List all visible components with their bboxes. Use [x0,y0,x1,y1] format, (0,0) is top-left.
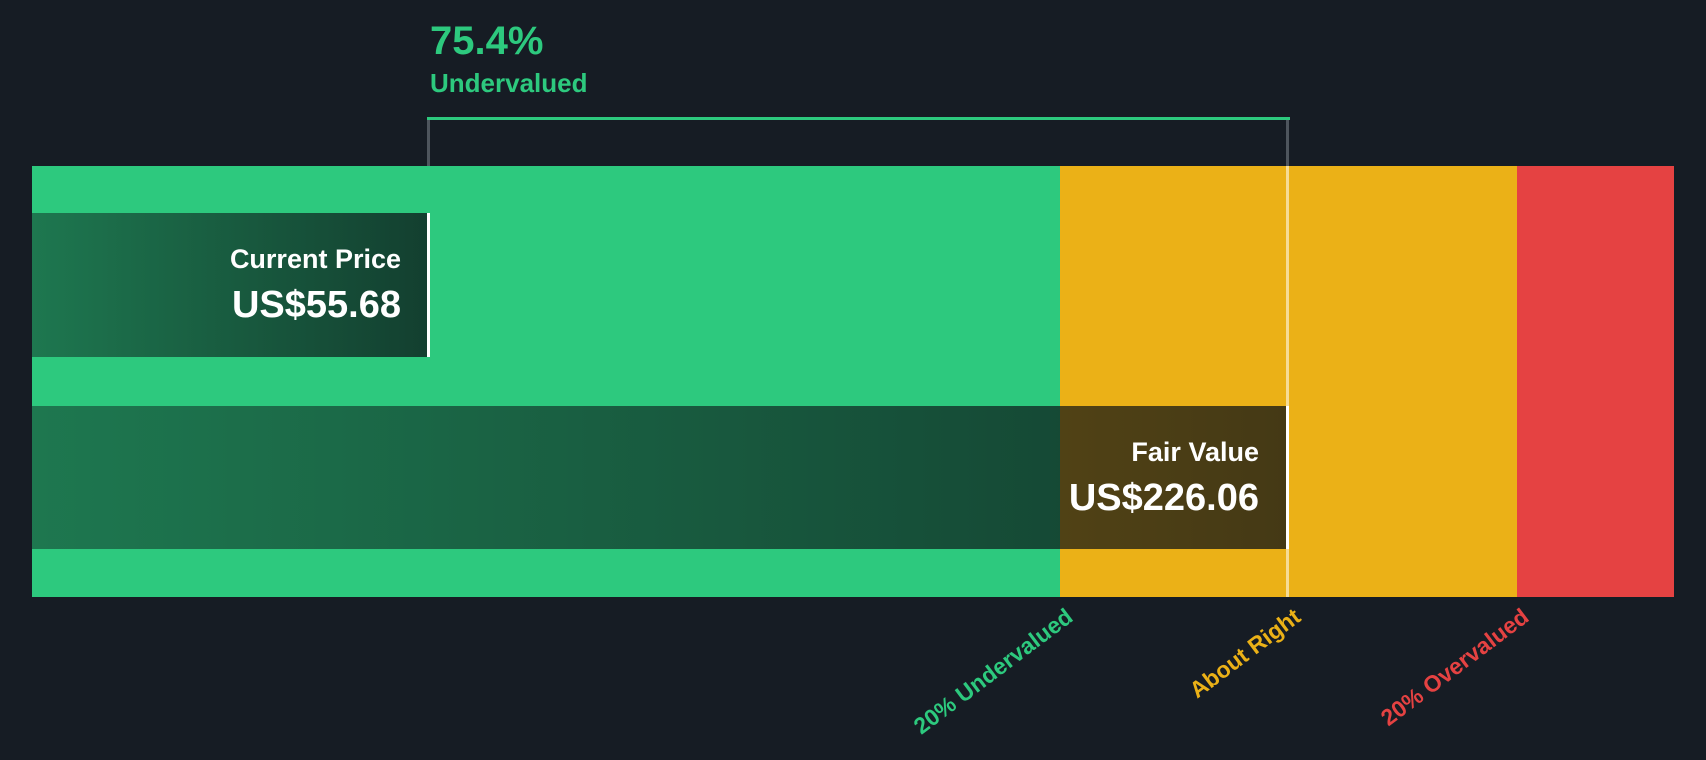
bracket-line [427,117,1290,120]
axis-label-undervalued: 20% Undervalued [908,603,1078,740]
fair-value-guide-upper [1286,166,1289,406]
fair-value-label: Fair Value [1131,436,1259,467]
current-price-label: Current Price [229,244,401,274]
headline-percent: 75.4% [430,19,544,63]
current-price-value: US$55.68 [231,284,401,326]
fair-value-guide-lower [1286,549,1289,597]
headline: 75.4% Undervalued [430,18,588,98]
axis-label-overvalued: 20% Overvalued [1376,603,1534,731]
bracket-left-connector [427,120,430,166]
valuation-strip: Current Price US$55.68 Fair Value US$226… [32,166,1674,597]
fair-value-line [1286,406,1289,549]
headline-label: Undervalued [430,68,588,98]
fair-value-value: US$226.06 [1068,476,1259,519]
current-price-box: Current Price US$55.68 [32,213,429,357]
zone-overvalued [1517,166,1674,597]
current-price-line [427,213,430,357]
fair-value-box: Fair Value US$226.06 [32,406,1287,549]
axis-label-about-right: About Right [1184,603,1306,703]
bracket-right-connector [1286,120,1289,166]
